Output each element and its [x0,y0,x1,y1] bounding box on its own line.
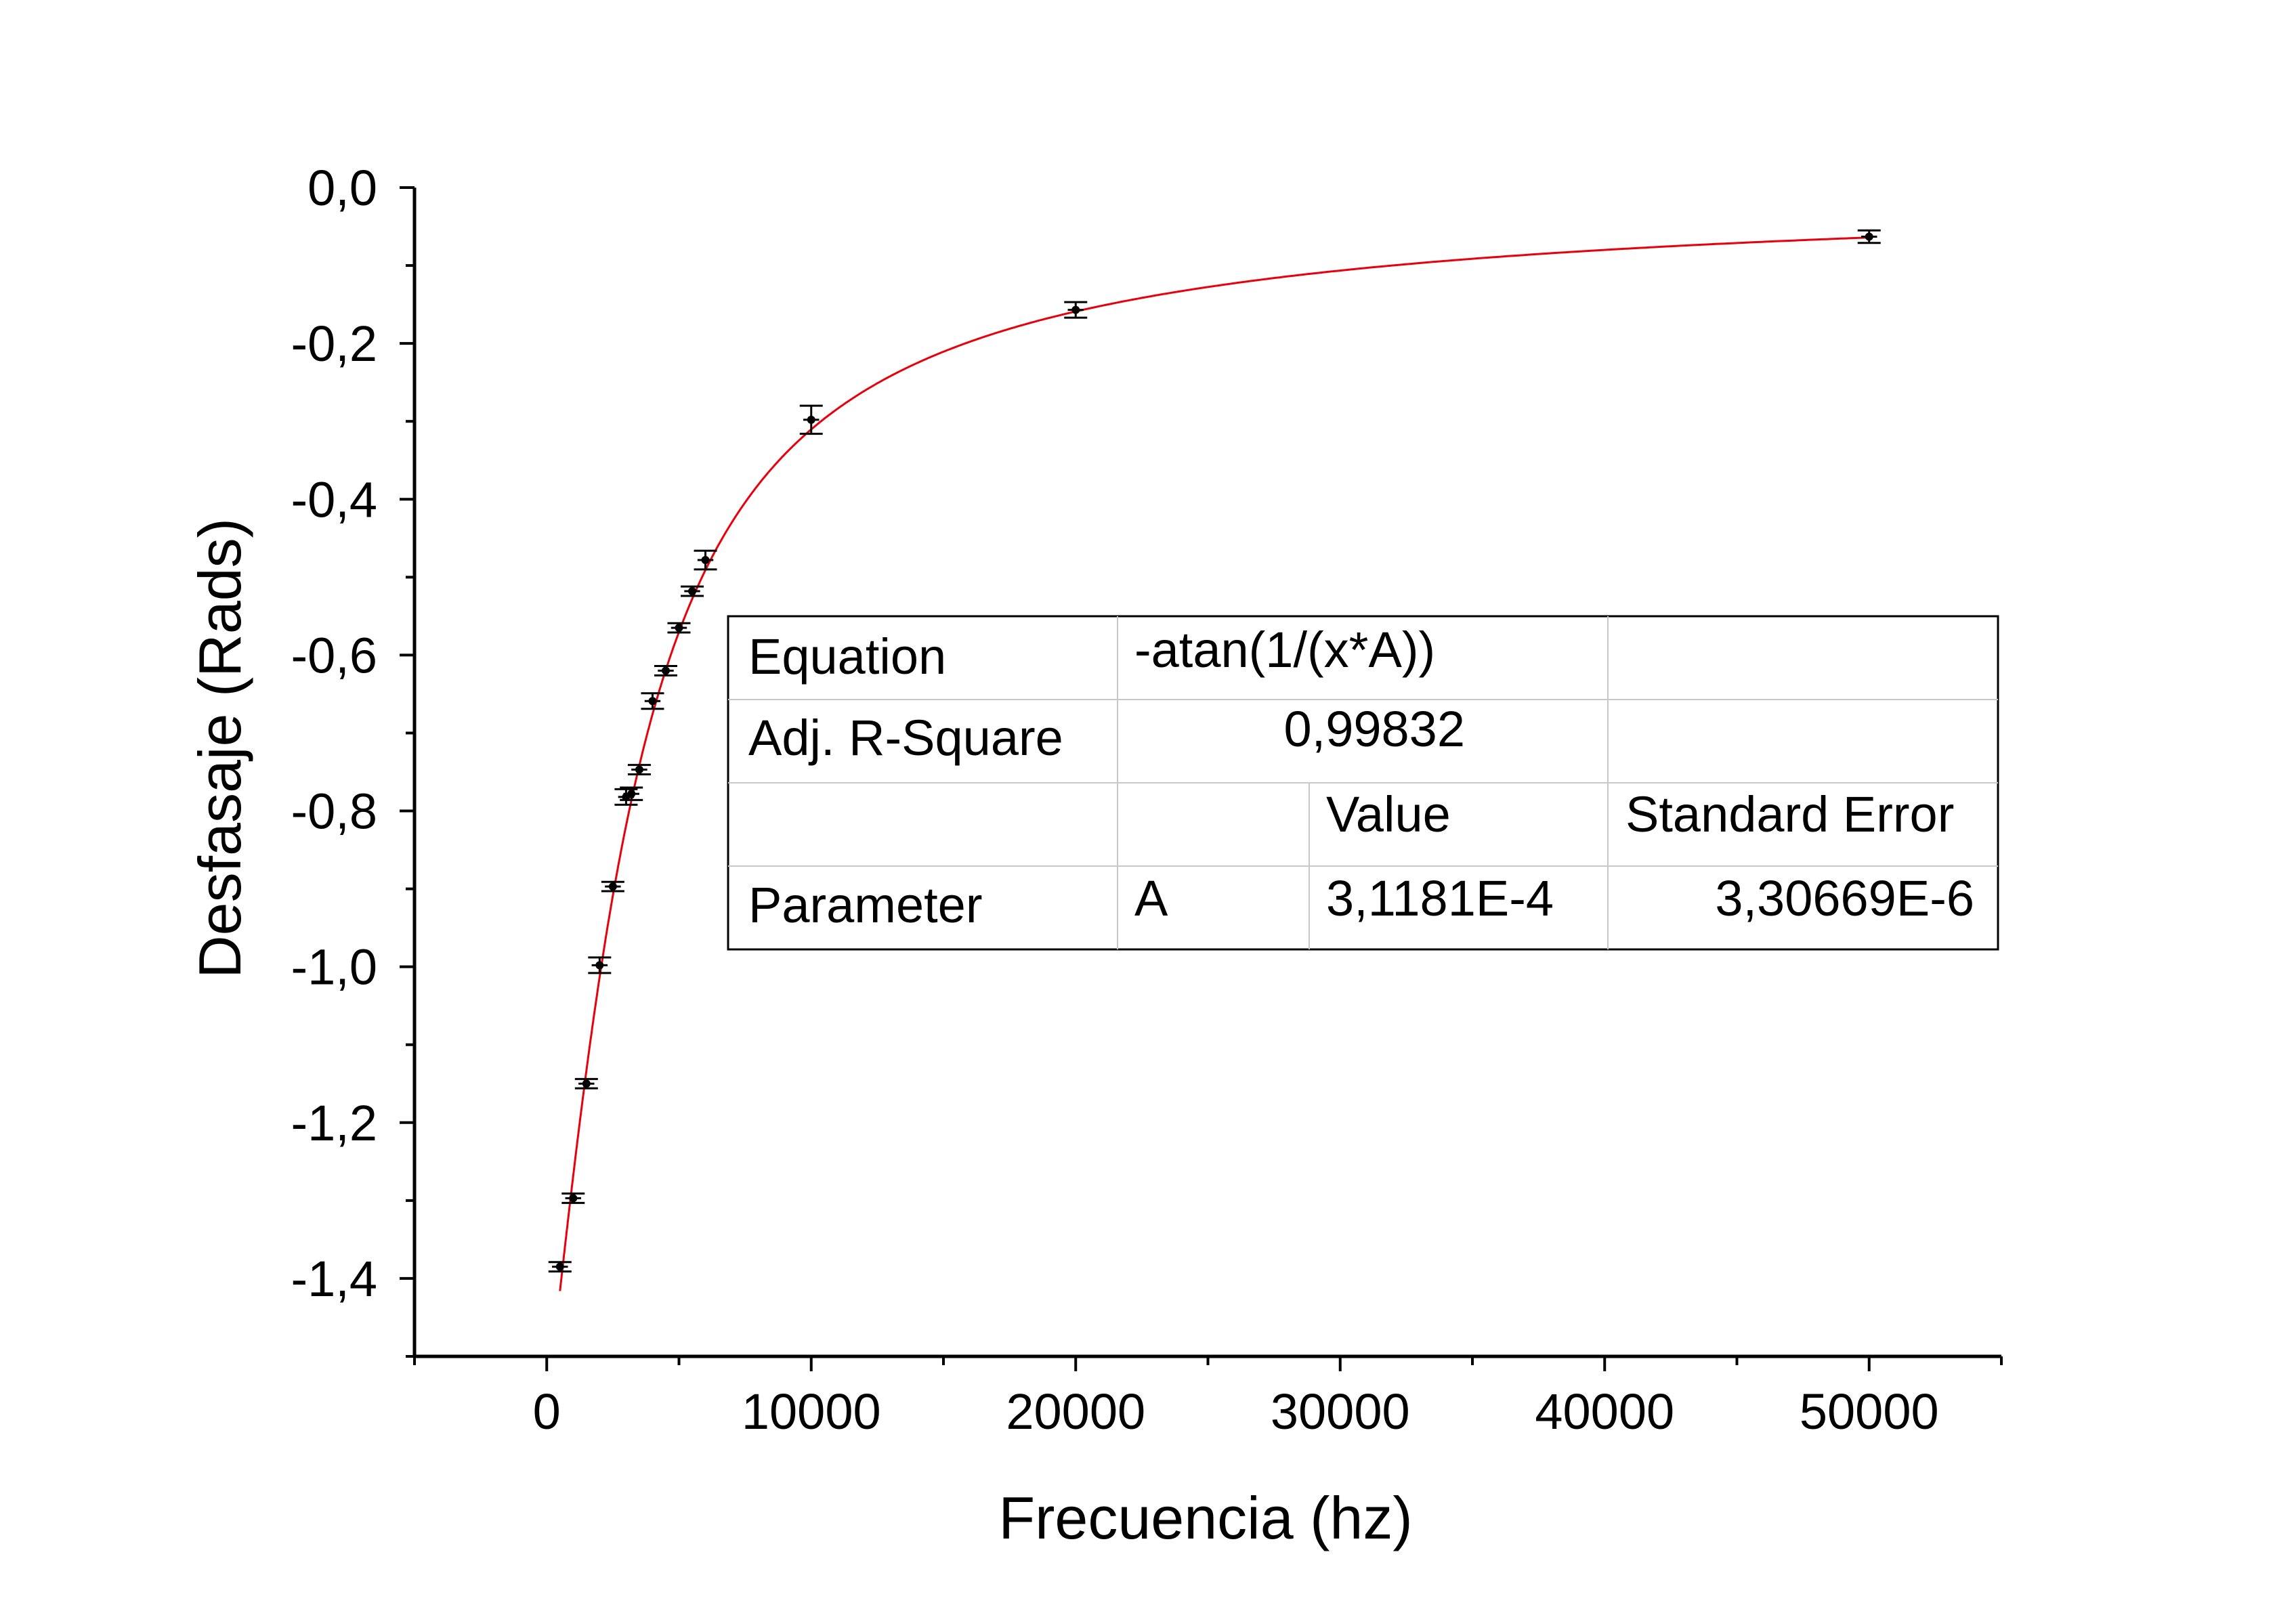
x-ticks: 0 10000 20000 30000 40000 50000 [413,1356,2003,1440]
x-tick-label: 10000 [742,1383,881,1440]
y-tick-label: -1,4 [291,1251,377,1307]
y-axis-title: Desfasaje (Rads) [186,518,253,979]
fit-table-gridlines [728,616,1998,949]
point-marker [688,587,697,596]
fit-table-value-header: Value [1326,786,1451,842]
x-tick-label: 50000 [1800,1383,1939,1440]
point-marker [661,666,670,675]
fit-results-table: Equation -atan(1/(x*A)) Adj. R-Square 0,… [727,615,1999,951]
data-point [694,549,717,571]
y-ticks: 0,0 -0,2 -0,4 -0,6 -0,8 -1,0 -1,2 -1,4 [291,160,414,1358]
fit-curve-line [559,236,1869,1291]
point-marker [608,882,617,891]
y-tick-label: -0,6 [291,627,377,683]
data-point [667,622,691,634]
point-marker [1071,305,1080,314]
data-point [561,1193,585,1204]
data-point [654,665,677,676]
y-tick-label: 0,0 [307,160,377,216]
point-marker [627,790,636,798]
data-point [620,786,643,801]
x-axis-title: Frecuencia (hz) [998,1484,1412,1551]
data-point [681,585,704,597]
data-point [627,764,651,775]
fit-table-parameter-value: 3,1181E-4 [1326,870,1554,926]
point-marker [595,961,604,970]
fit-table-parameter-label: Parameter [748,877,982,933]
x-tick-label: 30000 [1271,1383,1410,1440]
point-marker [1865,232,1873,241]
fit-table-stderr-header: Standard Error [1625,786,1954,842]
x-tick-label: 20000 [1006,1383,1145,1440]
fit-table-r2-value: 0,99832 [1284,701,1466,757]
point-marker [701,556,710,565]
fit-table-parameter-name: A [1134,870,1168,926]
point-marker [582,1079,591,1088]
y-tick-label: -0,8 [291,783,377,840]
data-points [548,229,1881,1273]
data-point [799,404,823,435]
data-point [588,956,612,974]
fit-table-equation-value: -atan(1/(x*A)) [1134,622,1435,678]
point-marker [569,1194,578,1203]
x-tick-label: 0 [533,1383,561,1440]
y-tick-label: -1,0 [291,939,377,995]
fit-table-r2-label: Adj. R-Square [748,710,1063,766]
point-marker [555,1262,564,1271]
point-marker [675,624,683,632]
data-point [1064,301,1088,319]
fit-table-equation-label: Equation [748,628,946,685]
data-point [601,880,624,893]
data-point [641,692,664,710]
fit-table-parameter-stderr: 3,30669E-6 [1715,870,1974,926]
point-marker [807,415,815,424]
y-tick-label: -1,2 [291,1095,377,1151]
data-point [574,1077,598,1090]
y-tick-label: -0,2 [291,316,377,372]
x-tick-label: 40000 [1535,1383,1674,1440]
point-marker [635,765,643,774]
data-point [548,1261,572,1273]
data-point [1857,229,1881,244]
y-tick-label: -0,4 [291,471,377,528]
point-marker [648,697,657,706]
